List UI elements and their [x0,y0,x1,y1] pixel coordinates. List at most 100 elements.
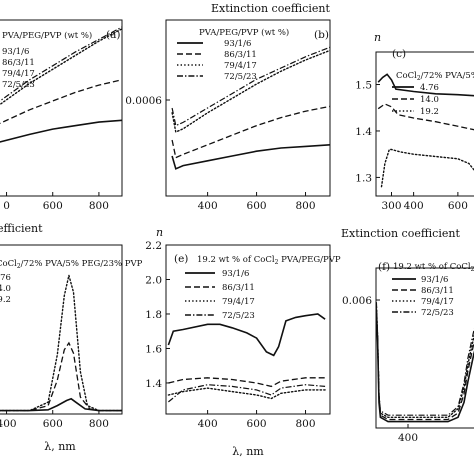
series-line-b-3 [171,49,330,133]
series-line-e-4 [168,384,326,403]
y-tick-label: 1.6 [145,343,162,355]
legend-entry: 79/4/17 [222,297,255,307]
x-tick-label: 0 [3,200,10,212]
plot-frame [375,51,474,197]
legend-entry: 72/5/23 [222,311,255,321]
panel-header: efficient [0,222,43,235]
legend-title: 19.2 wt % of CoCl2 [393,262,474,273]
panel-header: Extinction coefficient [211,2,330,15]
x-tick-label: 600 [247,200,267,212]
y-tick-label: 0.006 [342,295,372,307]
plot-frame [375,267,474,429]
panel-c: 300 400 600 1.3 1.4 1.5 (c) n CoCl2/72% PVA/5%4.… [355,31,474,212]
series-line-a-1 [0,119,122,143]
series-line-a-4 [0,26,122,102]
legend-entry: 14.0 [0,284,11,294]
series-line-c-2 [377,103,474,131]
legend-entry: 72/5/23 [2,80,35,90]
y-tick-label: 0.0006 [125,95,162,107]
x-tick-label: 600 [448,200,468,212]
series-line-e-1 [167,313,326,357]
x-tick-label: 400 [404,200,424,212]
legend-entry: 14.0 [420,95,439,105]
plot-frame [165,19,331,197]
y-tick-label: 1.5 [355,80,372,92]
panel-label: (f) [378,261,390,273]
y-tick-label: 1.4 [355,126,372,138]
x-axis-label: λ, nm [44,440,76,453]
plot-frame [165,244,331,415]
legend-entry: 4.76 [420,83,439,93]
series-line-e-3 [167,387,326,400]
series-line-a-3 [0,28,122,106]
plot-frame [0,244,123,415]
series-line-c-3 [380,148,474,188]
legend: 19.2 wt % of CoCl2 PVA/PEG/PVP 93/1/6 86/3… [185,255,341,321]
x-tick-label: 800 [89,200,109,212]
y-tick-label: 2.2 [145,240,162,252]
series-line-f-4 [376,302,474,416]
legend-entry: 72/5/23 [224,72,257,82]
series-line-d-1 [0,397,122,412]
series-line-b-4 [171,46,330,127]
legend-entry: 19.2 [420,107,439,117]
series-line-a-2 [0,79,122,125]
x-tick-label: 600 [43,418,63,430]
legend: PVA/PEG/PVP (wt %)93/1/686/3/1179/4/1772… [2,30,92,90]
x-tick-label: 400 [0,418,17,430]
x-tick-label: 300 [381,200,401,212]
panel-a: 0 600 800 (a) PVA/PEG/PVP (wt %) 93/1/686/3/1… [0,19,123,212]
series-line-e-2 [168,377,326,388]
legend-entry: 19.2 [0,295,11,305]
y-tick-label: 1.4 [145,378,162,390]
panel-label: (b) [314,29,329,41]
x-tick-label: 400 [198,418,218,430]
legend-entry: 86/3/11 [224,50,257,60]
legend-entry: 72/5/23 [421,308,454,318]
legend-title: PVA/PEG/PVP (wt %) [199,27,289,38]
panel-d: 400 600 800 efficient λ, nm CoCl2/72% PVA/5% … [0,222,143,453]
panel-f: 400 0.006 Extinction coefficient (f) 19.2 wt… [341,227,474,444]
legend-entry: 86/3/11 [222,283,255,293]
legend-entry: 79/4/17 [421,297,454,307]
legend-entry: 79/4/17 [224,61,257,71]
x-axis-label: λ, nm [232,445,264,458]
legend: PVA/PEG/PVP (wt %)93/1/686/3/1179/4/1772… [177,27,289,82]
legend-title: 19.2 wt % of CoCl2 PVA/PEG/PVP [197,255,341,266]
y-tick-label: 1.8 [145,309,162,321]
x-tick-label: 400 [398,432,418,444]
legend-entry: 93/1/6 [224,39,251,49]
y-axis-label: n [156,226,163,239]
x-tick-label: 800 [89,418,109,430]
panel-label: (c) [392,48,406,60]
series-line-b-1 [171,144,330,170]
panel-label: (a) [106,29,120,41]
y-tick-label: 2.0 [145,274,162,286]
panel-e: 400 600 800 1.4 1.6 1.8 2.0 2.2 (e) n λ, nm 19.2 wt… [145,226,341,458]
series-line-d-3 [0,275,122,412]
legend: 19.2 wt % of CoCl2 93/1/686/3/1179/4/1772… [392,262,474,318]
series-line-d-2 [0,341,122,412]
series-line-b-2 [171,105,330,159]
legend-title: CoCl2/72% PVA/5% [396,71,474,82]
x-tick-label: 600 [43,200,63,212]
x-tick-label: 400 [198,200,218,212]
panel-header: Extinction coefficient [341,227,460,240]
y-tick-label: 1.3 [355,172,372,184]
x-tick-label: 800 [295,418,315,430]
legend-entry: 86/3/11 [2,58,35,68]
x-tick-label: 600 [247,418,267,430]
x-tick-label: 800 [295,200,315,212]
series-line-c-1 [377,73,474,97]
legend-title: CoCl2/72% PVA/5% PEG/23% PVP [0,259,143,270]
legend-entry: 4.76 [0,273,11,283]
legend-title: PVA/PEG/PVP (wt %) [2,30,92,41]
panel-label: (e) [174,253,188,265]
series-line-f-2 [376,308,474,421]
y-axis-label: n [374,31,381,44]
panel-b: 400 600 800 0.0006 Extinction coefficient (b)… [125,2,331,212]
plot-frame [0,19,123,197]
legend-entry: 93/1/6 [222,269,249,279]
legend-entry: 93/1/6 [2,47,29,57]
